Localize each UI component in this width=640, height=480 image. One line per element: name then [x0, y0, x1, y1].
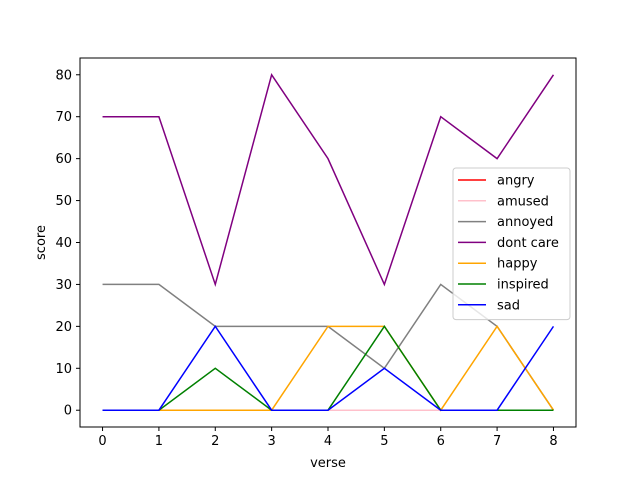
y-tick-label: 10 — [55, 362, 72, 377]
y-tick-label: 0 — [64, 404, 72, 419]
legend-label: happy — [497, 257, 538, 272]
x-tick-label: 1 — [155, 434, 163, 449]
y-axis-ticks: 0 10 20 30 40 50 60 70 80 — [55, 68, 80, 419]
series-line-happy — [102, 325, 555, 412]
x-tick-label: 0 — [98, 434, 106, 449]
series-line-inspired — [102, 325, 554, 411]
x-tick-label: 3 — [267, 434, 275, 449]
legend-box — [452, 167, 571, 321]
y-tick-label: 70 — [55, 110, 72, 125]
legend-label: angry — [497, 174, 535, 189]
x-tick-label: 8 — [549, 434, 557, 449]
x-tick-label: 6 — [437, 434, 445, 449]
x-tick-label: 7 — [493, 434, 501, 449]
y-tick-label: 40 — [55, 236, 72, 251]
y-tick-label: 60 — [55, 152, 72, 167]
x-tick-label: 5 — [380, 434, 388, 449]
y-tick-label: 50 — [55, 194, 72, 209]
legend: angry amused annoyed dont care happy inspired… — [452, 167, 571, 321]
legend-label: sad — [497, 298, 520, 313]
legend-label: dont care — [497, 236, 559, 251]
y-tick-label: 20 — [55, 320, 72, 335]
plot-lines — [102, 72, 555, 412]
x-tick-label: 4 — [324, 434, 332, 449]
x-tick-label: 2 — [211, 434, 219, 449]
y-tick-label: 80 — [55, 68, 72, 83]
y-tick-label: 30 — [55, 278, 72, 293]
series-line-dont-care — [102, 72, 555, 288]
series-line-sad — [102, 325, 555, 411]
legend-label: inspired — [497, 278, 549, 293]
legend-label: annoyed — [497, 215, 553, 230]
x-axis-ticks: 0 1 2 3 4 5 6 7 8 — [98, 427, 558, 449]
legend-label: amused — [497, 194, 549, 209]
x-axis-label: verse — [310, 456, 346, 471]
y-axis-label: score — [34, 225, 49, 260]
